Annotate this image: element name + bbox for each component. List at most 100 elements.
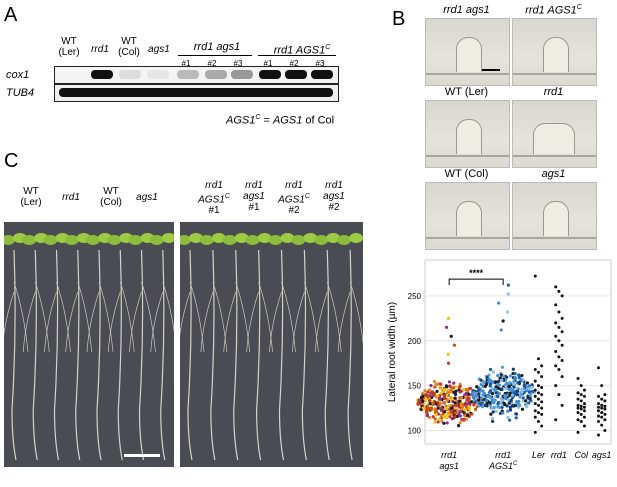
root-base [426, 237, 509, 239]
data-point [600, 403, 604, 407]
data-point [488, 389, 493, 393]
data-point [507, 401, 511, 405]
data-point [557, 339, 561, 343]
micrograph-wt-ler [425, 100, 510, 168]
data-point [511, 404, 515, 408]
data-point [554, 334, 558, 338]
micrograph-ags1 [512, 182, 597, 250]
data-point [442, 421, 446, 425]
data-point [492, 399, 497, 403]
data-point [603, 412, 607, 416]
data-point [482, 391, 486, 396]
micrograph-rrd1-ags1 [425, 18, 510, 86]
data-point [522, 383, 526, 387]
data-point [503, 393, 507, 398]
data-point [554, 303, 558, 307]
data-point [481, 384, 485, 389]
data-point [603, 393, 607, 397]
band [119, 70, 141, 79]
data-point [560, 375, 564, 379]
root-tip [543, 201, 569, 236]
label-text: rrd1 AGS1 [273, 44, 326, 57]
data-point [482, 380, 486, 384]
data-point [511, 388, 515, 392]
data-point [505, 310, 510, 314]
panel-b-letter: B [392, 8, 406, 30]
data-point [434, 409, 438, 413]
micro-label: WT (Col) [444, 168, 489, 180]
data-point [540, 393, 544, 397]
data-point [429, 383, 433, 388]
root-tip [543, 37, 569, 72]
band [177, 70, 199, 79]
data-point [440, 408, 445, 413]
data-point [579, 404, 583, 408]
data-point [436, 406, 440, 410]
data-point [492, 406, 496, 410]
data-point [445, 416, 449, 420]
data-point [419, 395, 424, 400]
plant-label-line: (Col) [100, 197, 122, 208]
data-point [533, 388, 537, 392]
data-point [446, 352, 450, 356]
data-point [457, 424, 461, 428]
micro-label: rrd1 AGS1C [512, 4, 595, 17]
data-point [513, 372, 517, 376]
data-point [471, 395, 475, 400]
data-point [491, 370, 495, 374]
data-point [597, 402, 600, 406]
seedling-photo-right [180, 222, 363, 467]
data-point [536, 391, 540, 395]
bracket-rrd1-ags1 [178, 55, 252, 56]
data-point [444, 407, 448, 411]
data-point [501, 319, 505, 323]
data-point [462, 410, 466, 415]
data-point [486, 395, 490, 399]
data-point [554, 384, 558, 388]
blot-cox1 [54, 66, 339, 84]
data-point [576, 391, 580, 395]
data-point [497, 301, 501, 305]
data-point [540, 424, 544, 428]
x-category-label: rrd1 [495, 450, 511, 460]
data-point [421, 399, 425, 403]
micrograph-wt-col [425, 182, 510, 250]
data-point [496, 401, 501, 405]
data-point [458, 390, 462, 394]
significance-label: **** [469, 268, 484, 278]
data-point [508, 380, 512, 385]
data-point [520, 387, 524, 392]
data-point [483, 384, 488, 388]
x-category-label: Ler [532, 450, 546, 460]
band [311, 70, 333, 79]
seedling [4, 233, 29, 461]
data-point [557, 393, 561, 397]
data-point [536, 384, 540, 388]
data-point [597, 394, 600, 398]
seedling-photo-left [4, 222, 174, 467]
data-point [483, 403, 487, 408]
data-point [451, 396, 455, 400]
x-category-label: ags1 [592, 450, 612, 460]
seedlings-left [4, 233, 174, 461]
data-point [536, 397, 540, 401]
footnote-part: of Col [302, 114, 335, 127]
data-point [435, 389, 439, 393]
data-point [496, 373, 500, 378]
root-base [513, 73, 596, 75]
data-point [560, 330, 564, 334]
data-point [453, 411, 458, 415]
data-point [463, 408, 467, 412]
data-point [513, 375, 517, 380]
seedling [86, 233, 114, 461]
data-point [491, 419, 495, 423]
data-point [453, 401, 457, 405]
group-label-rrd1-ags1: rrd1 ags1 [193, 41, 241, 53]
data-point [600, 423, 604, 427]
scale-bar [482, 69, 500, 71]
data-point [512, 385, 516, 389]
data-point [520, 390, 524, 394]
data-point [459, 402, 463, 406]
root-tip [456, 119, 482, 154]
gene-label-tub4: TUB4 [6, 87, 35, 99]
